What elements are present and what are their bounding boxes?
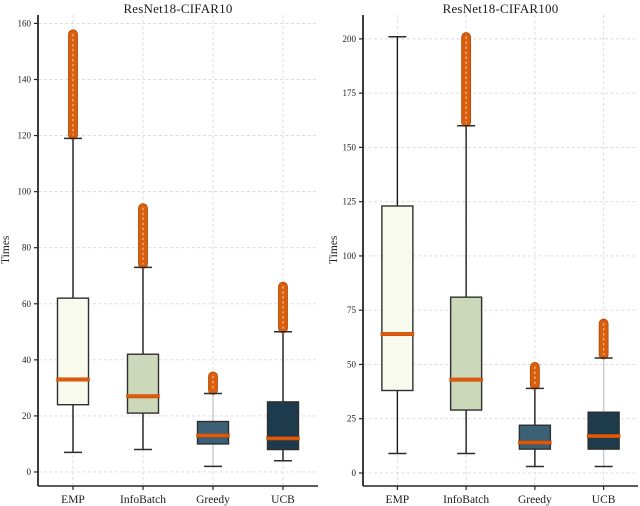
y-tick-label: 0 (352, 468, 357, 478)
x-tick-label-infobatch: InfoBatch (120, 494, 166, 506)
y-tick-label: 140 (18, 74, 32, 84)
median-line-ucb (266, 436, 300, 441)
median-line-greedy (196, 433, 230, 438)
outlier-stack-infobatch (461, 32, 472, 128)
x-tick-label-greedy: Greedy (196, 494, 230, 506)
boxplot-svg-cifar10: 0 20 40 60 80 100 120 140 160 EMP InfoBatch Greedy U… (18, 15, 318, 506)
box-greedy (196, 420, 230, 445)
y-tick-label: 175 (343, 88, 357, 98)
x-tick-label-infobatch: InfoBatch (443, 494, 489, 506)
y-tick-label: 0 (27, 467, 32, 477)
y-tick-label: 75 (347, 305, 357, 315)
y-tick-label: 50 (347, 359, 357, 369)
y-tick-label: 40 (22, 355, 32, 365)
box-infobatch (449, 296, 483, 411)
median-line-greedy (518, 440, 552, 445)
y-tick-label: 100 (343, 251, 357, 261)
box-emp (381, 205, 414, 392)
median-line-emp (380, 332, 415, 337)
chart-title: ResNet18-CIFAR10 (123, 1, 233, 16)
x-tick-label-emp: EMP (61, 494, 85, 506)
x-tick-label-ucb: UCB (271, 494, 295, 506)
x-tick-label-ucb: UCB (592, 494, 616, 506)
box-ucb (266, 401, 300, 451)
median-line-ucb (586, 434, 621, 439)
y-tick-label: 25 (347, 414, 357, 424)
y-tick-label: 20 (22, 411, 32, 421)
chart-title: ResNet18-CIFAR100 (442, 1, 559, 16)
y-tick-label: 60 (22, 299, 32, 309)
chart-panel-cifar10: ResNet18-CIFAR10 Times 0 20 40 60 80 100 120 14… (0, 1, 318, 506)
y-tick-label: 125 (343, 197, 357, 207)
y-tick-label: 150 (343, 142, 357, 152)
y-tick-label: 120 (18, 131, 32, 141)
outlier-stack-infobatch (138, 203, 148, 269)
median-line-infobatch (126, 394, 160, 399)
box-infobatch (126, 353, 160, 414)
y-tick-label: 80 (22, 243, 32, 253)
box-emp (56, 297, 90, 406)
y-tick-label: 200 (343, 34, 357, 44)
x-tick-label-greedy: Greedy (518, 494, 552, 506)
box-greedy (518, 424, 552, 450)
median-line-emp (56, 377, 90, 382)
box-ucb (587, 411, 620, 450)
median-line-infobatch (449, 377, 483, 382)
boxplot-svg-cifar100: 0 25 50 75 100 125 150 175 200 EMP InfoBatch Greedy… (343, 15, 638, 506)
chart-panel-cifar100: ResNet18-CIFAR100 Times 0 25 50 75 100 125 150… (320, 0, 640, 506)
outlier-stack-greedy (529, 362, 540, 390)
y-tick-label: 100 (18, 187, 32, 197)
x-tick-label-emp: EMP (386, 494, 410, 506)
y-tick-label: 160 (18, 18, 32, 28)
